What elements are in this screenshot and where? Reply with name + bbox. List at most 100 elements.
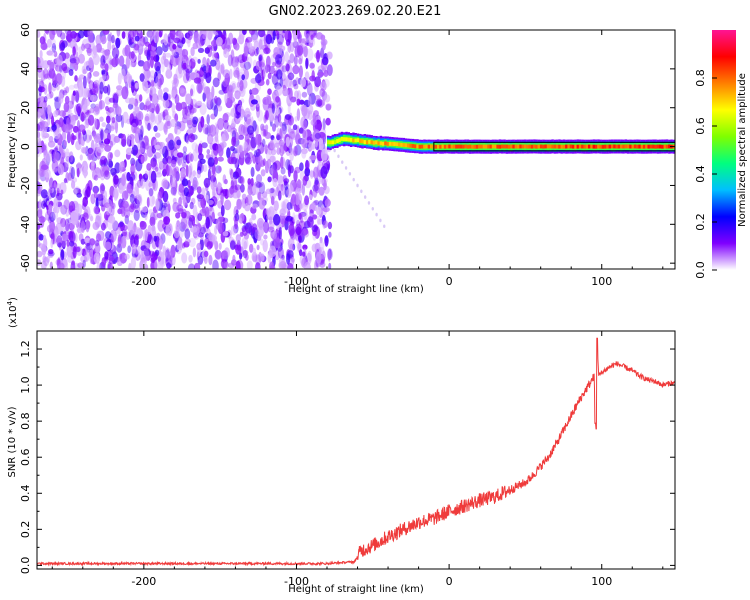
noise-speckle [137,245,141,254]
noise-speckle [160,250,168,260]
noise-speckle [222,113,229,123]
noise-speckle [110,152,113,159]
noise-speckle [311,225,318,233]
noise-speckle [196,194,204,200]
noise-speckle [93,106,100,116]
noise-speckle [127,245,132,254]
noise-speckle [215,58,221,71]
noise-speckle [90,103,96,109]
signal-band [530,144,534,149]
noise-speckle [130,149,138,155]
noise-speckle [275,96,280,103]
noise-speckle [223,30,227,36]
noise-speckle [224,93,228,104]
noise-speckle [218,242,222,250]
noise-speckle [206,149,211,155]
noise-speckle [95,233,102,242]
noise-speckle [206,91,214,105]
noise-speckle [226,124,232,133]
noise-speckle [201,204,206,214]
signal-band [462,144,465,149]
noise-speckle [115,37,121,49]
noise-speckle [52,210,59,220]
noise-speckle [242,226,248,237]
noise-speckle [298,213,302,220]
noise-speckle [189,185,195,196]
noise-speckle [177,155,182,166]
noise-speckle [304,71,310,81]
noise-speckle [132,186,139,199]
noise-speckle [289,146,293,156]
noise-speckle [69,231,76,243]
noise-speckle [116,88,123,97]
signal-band [338,138,341,143]
noise-speckle [148,187,154,197]
noise-speckle [133,209,140,222]
noise-speckle [189,163,193,176]
noise-speckle [93,186,98,199]
colorbar-tick-label: 0.6 [694,117,707,135]
noise-speckle [257,155,263,168]
noise-speckle [90,94,97,102]
noise-speckle [273,237,281,249]
noise-speckle [220,205,225,217]
noise-speckle [272,61,276,67]
noise-speckle [119,253,123,260]
noise-speckle [236,198,242,210]
noise-speckle [299,255,305,265]
noise-speckle [112,220,119,231]
noise-speckle [37,131,41,138]
noise-speckle [136,193,143,207]
noise-speckle [274,115,280,128]
artifact-streak [356,183,359,188]
signal-band [668,144,671,149]
noise-speckle [285,136,290,147]
noise-speckle [263,114,267,124]
noise-speckle [287,30,292,44]
signal-band [517,144,520,149]
noise-speckle [108,197,112,205]
noise-speckle [267,88,272,95]
noise-speckle [41,200,46,209]
x-tick-label: -100 [284,275,309,288]
y-tick-label: 0 [19,143,32,150]
noise-speckle [163,33,169,46]
noise-speckle [161,251,165,265]
noise-speckle [208,203,213,212]
noise-speckle [258,197,266,210]
signal-band [372,140,376,145]
noise-speckle [37,169,41,182]
noise-speckle [111,47,120,59]
noise-speckle [235,167,242,178]
noise-speckle [310,34,314,40]
noise-speckle [99,54,104,64]
noise-speckle [243,240,248,250]
noise-speckle [203,86,211,95]
noise-speckle [302,129,307,138]
noise-speckle [254,48,259,57]
noise-speckle [285,159,291,171]
snr-background [37,331,675,569]
noise-speckle [178,196,183,207]
noise-speckle [282,30,286,34]
noise-speckle [192,179,199,189]
noise-speckle [306,82,313,96]
noise-speckle [183,187,189,197]
noise-speckle [71,180,76,189]
noise-speckle [65,86,70,94]
noise-speckle [288,223,295,237]
noise-speckle [267,226,275,233]
noise-speckle [38,168,46,177]
noise-speckle [80,146,87,154]
noise-speckle [201,142,208,149]
noise-speckle [305,159,309,171]
noise-speckle [42,255,47,263]
noise-speckle [107,151,113,162]
noise-speckle [93,252,101,264]
noise-speckle [241,125,249,137]
spectrogram-x-axis-label: Height of straight line (km) [288,284,424,295]
noise-speckle [247,125,254,135]
noise-speckle [155,46,163,56]
noise-speckle [107,33,112,42]
noise-speckle [206,114,210,125]
